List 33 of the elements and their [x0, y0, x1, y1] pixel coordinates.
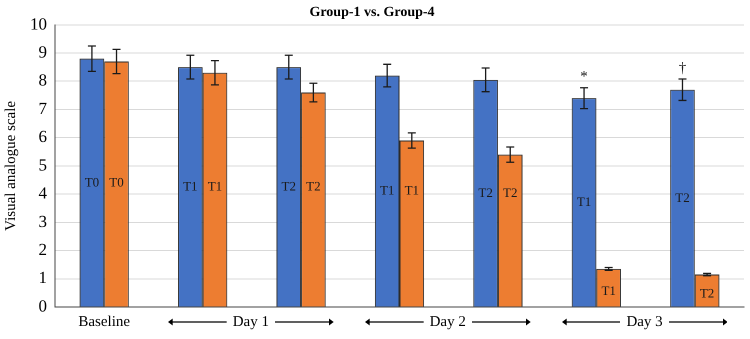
y-tick-label: 4	[38, 184, 48, 203]
y-tick-label: 6	[38, 127, 47, 146]
y-tick-label: 8	[38, 70, 47, 90]
data-label: T1	[601, 283, 616, 298]
data-label: T1	[404, 182, 420, 198]
data-label: T2	[282, 178, 296, 194]
data-label: T2	[306, 178, 321, 194]
y-tick-label: 0	[38, 296, 47, 316]
data-label: T0	[109, 174, 124, 190]
annotation: *	[580, 69, 588, 86]
data-label: T1	[380, 182, 394, 198]
data-label: T2	[503, 184, 518, 200]
data-label: T2	[675, 190, 690, 205]
data-label: T1	[183, 178, 198, 194]
data-label: T2	[700, 285, 714, 300]
y-axis-title: Visual analogue scale	[2, 100, 19, 231]
data-label: T1	[208, 178, 222, 194]
y-tick-label: 3	[38, 212, 47, 231]
chart-title: Group-1 vs. Group-4	[309, 5, 435, 20]
text: Day 3	[625, 314, 664, 330]
y-tick-label: 7	[38, 98, 48, 118]
y-tick-label: 1	[38, 268, 47, 288]
text: Day 2	[428, 314, 467, 330]
data-label: T2	[478, 184, 493, 200]
y-tick-label: 9	[38, 42, 47, 62]
text: Day 1	[232, 314, 270, 330]
y-tick-label: 10	[30, 14, 47, 34]
x-tick-label: Baseline	[78, 314, 130, 330]
y-tick-label: 2	[38, 240, 47, 260]
y-tick-label: 5	[38, 155, 47, 174]
annotation: †	[678, 60, 687, 76]
data-label: T0	[84, 174, 100, 190]
data-label: T1	[576, 194, 592, 210]
